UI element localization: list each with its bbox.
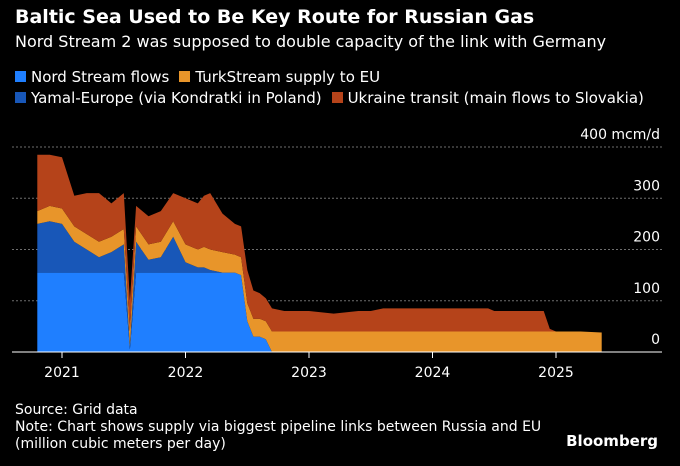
- chart-plot: 400 mcm/d 300 200 100 0 2021 2022 2023 2024 2025: [12, 127, 662, 381]
- y-tick-label: 100: [633, 281, 660, 297]
- footer: Source: Grid data Note: Chart shows supp…: [15, 402, 541, 453]
- legend-swatch-ukraine: [331, 92, 343, 103]
- note-text-1: Note: Chart shows supply via biggest pip…: [15, 419, 542, 435]
- x-tick-label: 2025: [538, 365, 574, 381]
- x-tick-label: 2023: [291, 365, 327, 381]
- chart-subtitle: Nord Stream 2 was supposed to double cap…: [15, 32, 607, 51]
- legend-row-1: Nord Stream flows TurkStream supply to E…: [15, 66, 675, 87]
- bloomberg-logo: Bloomberg: [566, 432, 658, 450]
- chart-title: Baltic Sea Used to Be Key Route for Russ…: [15, 6, 535, 28]
- y-tick-label: 0: [651, 332, 660, 348]
- legend-swatch-nord-stream: [15, 71, 26, 82]
- area-series-0: [37, 272, 602, 352]
- legend-swatch-turkstream: [179, 71, 191, 82]
- legend-label-nord-stream: Nord Stream flows: [31, 67, 170, 86]
- legend-row-2: Yamal-Europe (via Kondratki in Poland) U…: [15, 87, 675, 108]
- legend-item-nord-stream: Nord Stream flows: [15, 68, 169, 86]
- note-text-2: (million cubic meters per day): [15, 436, 226, 452]
- source-text: Source: Grid data: [15, 402, 138, 418]
- legend-label-yamal: Yamal-Europe (via Kondratki in Poland): [31, 88, 322, 107]
- x-tick-label: 2022: [168, 365, 204, 381]
- legend-swatch-yamal: [15, 92, 26, 103]
- y-tick-label: 400 mcm/d: [580, 127, 660, 143]
- legend-item-yamal: Yamal-Europe (via Kondratki in Poland): [15, 89, 322, 107]
- legend-label-turkstream: TurkStream supply to EU: [195, 67, 381, 86]
- area-series-2: [37, 205, 602, 352]
- legend-item-ukraine: Ukraine transit (main flows to Slovakia): [331, 88, 644, 107]
- area-series-3: [37, 154, 602, 333]
- x-tick-label: 2021: [44, 365, 80, 381]
- y-tick-label: 300: [633, 178, 660, 194]
- legend-label-ukraine: Ukraine transit (main flows to Slovakia): [347, 88, 644, 107]
- area-series-1: [37, 221, 602, 352]
- legend-item-turkstream: TurkStream supply to EU: [179, 68, 380, 86]
- y-tick-label: 200: [633, 230, 660, 246]
- legend: Nord Stream flows TurkStream supply to E…: [15, 66, 675, 108]
- x-tick-label: 2024: [415, 365, 451, 381]
